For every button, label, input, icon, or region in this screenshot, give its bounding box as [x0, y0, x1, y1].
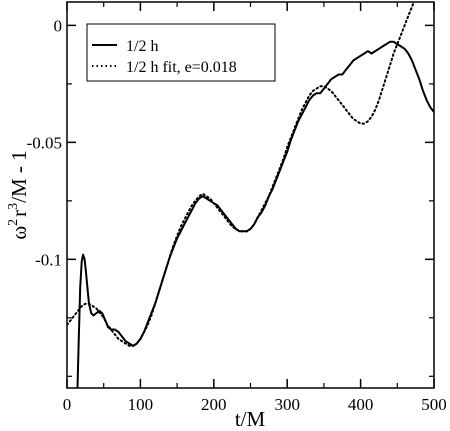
- x-tick-label: 0: [63, 395, 72, 414]
- y-label-exp-2: 2: [6, 219, 21, 226]
- legend-box: [86, 23, 276, 82]
- legend: 1/2 h 1/2 h fit, e=0.018: [86, 23, 276, 82]
- y-label-omega: ω: [7, 226, 31, 240]
- ticks-layer: 0 100 200 300 400 500 0 -0.05 -0.1: [27, 2, 447, 414]
- y-tick-label: -0.1: [35, 250, 62, 269]
- series-line-2: [67, 2, 416, 347]
- y-label-exp-3: 3: [6, 203, 21, 210]
- series-layer: [67, 2, 434, 388]
- x-tick-label: 400: [348, 395, 374, 414]
- x-tick-label: 500: [421, 395, 447, 414]
- y-axis-label: ω2 r3/M - 1: [6, 150, 31, 239]
- y-label-r: r: [7, 210, 31, 217]
- y-label-rest: /M - 1: [7, 150, 31, 203]
- x-axis-label: t/M: [235, 407, 266, 431]
- x-tick-label: 200: [201, 395, 227, 414]
- y-tick-label: 0: [54, 16, 63, 35]
- legend-label-2: 1/2 h fit, e=0.018: [126, 59, 237, 76]
- legend-label-1: 1/2 h: [126, 38, 158, 55]
- y-tick-label: -0.05: [27, 133, 62, 152]
- x-tick-label: 100: [128, 395, 154, 414]
- x-tick-label: 300: [274, 395, 300, 414]
